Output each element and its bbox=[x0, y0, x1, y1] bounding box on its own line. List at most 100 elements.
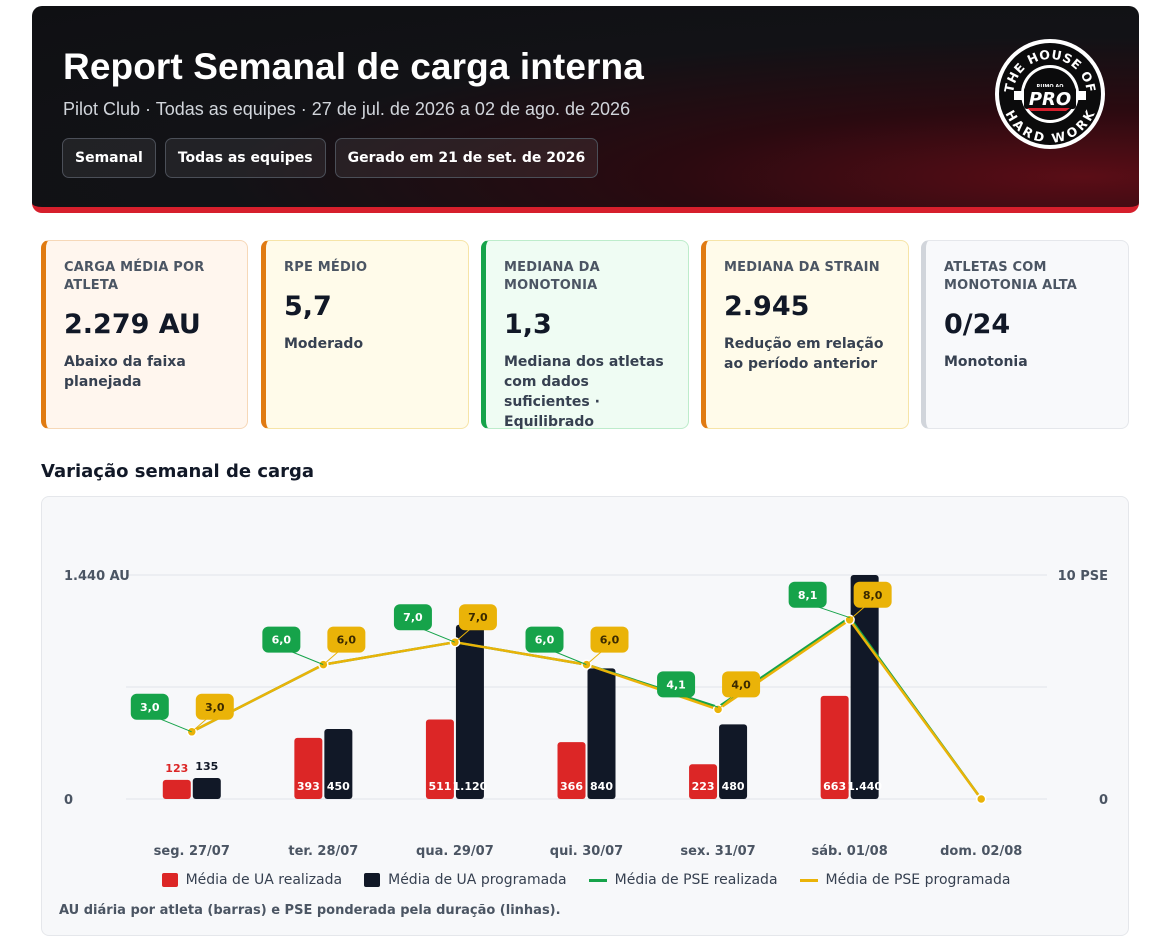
x-tick-label: dom. 02/08 bbox=[940, 844, 1022, 859]
pse-leader-line bbox=[323, 651, 339, 665]
report-header: Report Semanal de carga interna Pilot Cl… bbox=[32, 6, 1139, 213]
x-tick-label: sex. 31/07 bbox=[680, 844, 755, 859]
bar-value-label: 366 bbox=[560, 780, 583, 793]
pse-leader-line bbox=[685, 695, 719, 708]
bar-ua-programada bbox=[719, 724, 748, 799]
pse-realizada-pill bbox=[525, 626, 564, 653]
legend-swatch bbox=[161, 873, 178, 887]
bar-ua-programada bbox=[850, 575, 879, 799]
pse-programada-pill bbox=[327, 626, 366, 653]
pse-programada-label: 8,0 bbox=[863, 589, 883, 602]
kpi-value: 2.279 AU bbox=[64, 309, 201, 340]
bar-value-label: 1.440 bbox=[847, 780, 882, 793]
pse-realizada-pill bbox=[393, 604, 432, 631]
kpi-label: MEDIANA DA STRAIN bbox=[724, 260, 880, 275]
legend-item-pse-realizada[interactable]: Média de PSE realizada bbox=[588, 872, 778, 888]
legend-item-pse-programada[interactable]: Média de PSE programada bbox=[799, 872, 1011, 888]
legend-label: Média de PSE programada bbox=[825, 872, 1011, 888]
kpi-note: Mediana dos atletas com dados suficiente… bbox=[504, 354, 664, 430]
bar-value-label: 663 bbox=[823, 780, 846, 793]
chart-legend: Média de UA realizada Média de UA progra… bbox=[42, 872, 1130, 888]
pse-leader-line bbox=[817, 606, 850, 619]
pse-leader-line bbox=[849, 606, 865, 621]
pse-realizada-pill bbox=[788, 581, 827, 608]
pse-leader-line bbox=[717, 696, 734, 710]
pse-programada-label: 6,0 bbox=[600, 634, 620, 647]
chip-teams[interactable]: Todas as equipes bbox=[164, 138, 326, 178]
bar-ua-realizada bbox=[689, 764, 718, 799]
pse-realizada-pill bbox=[130, 693, 169, 720]
kpi-card-mediana-monotonia: MEDIANA DA MONOTONIA 1,3 Mediana dos atl… bbox=[481, 240, 689, 430]
y-left-tick-label: 1.440 AU bbox=[64, 569, 130, 584]
bar-ua-programada bbox=[192, 778, 221, 799]
legend-label: Média de UA realizada bbox=[185, 872, 343, 888]
kpi-row: CARGA MÉDIA POR ATLETA 2.279 AU Abaixo d… bbox=[41, 240, 1129, 430]
chart-footnote: AU diária por atleta (barras) e PSE pond… bbox=[59, 903, 561, 918]
pse-point-marker bbox=[975, 793, 987, 805]
weekly-load-chart: 1.440 AU 0 10 PSE 0 123 135 393 450 511 1.120 366 8… bbox=[64, 569, 1108, 859]
bar-value-label: 123 bbox=[165, 762, 188, 775]
bar-value-label: 840 bbox=[590, 780, 613, 793]
x-tick-label: qua. 29/07 bbox=[416, 844, 494, 859]
x-tick-label: qui. 30/07 bbox=[550, 844, 623, 859]
pse-programada-pill bbox=[722, 671, 761, 698]
pse-leader-line bbox=[586, 651, 602, 665]
chart-panel: 1.440 AU 0 10 PSE 0 123 135 393 450 511 1.120 366 8… bbox=[41, 496, 1129, 936]
kpi-value: 5,7 bbox=[284, 291, 332, 322]
bar-value-label: 393 bbox=[297, 780, 320, 793]
bar-value-label: 511 bbox=[428, 780, 451, 793]
pse-leader-line bbox=[422, 628, 456, 643]
x-tick-label: ter. 28/07 bbox=[288, 844, 358, 859]
kpi-value: 1,3 bbox=[504, 309, 552, 340]
y-right-tick-label: 0 bbox=[1099, 793, 1108, 808]
bar-ua-programada bbox=[455, 624, 484, 799]
kpi-label: CARGA MÉDIA POR ATLETA bbox=[64, 260, 205, 293]
pse-leader-line bbox=[191, 718, 208, 733]
pse-realizada-label: 6,0 bbox=[535, 634, 555, 647]
legend-item-ua-programada[interactable]: Média de UA programada bbox=[364, 872, 567, 888]
x-tick-label: sáb. 01/08 bbox=[812, 844, 888, 859]
y-right-tick-label: 10 PSE bbox=[1058, 569, 1108, 584]
pse-realizada-label: 7,0 bbox=[403, 611, 423, 624]
pse-programada-label: 3,0 bbox=[205, 701, 225, 714]
kpi-card-carga-media: CARGA MÉDIA POR ATLETA 2.279 AU Abaixo d… bbox=[41, 240, 248, 429]
legend-swatch bbox=[364, 873, 381, 887]
pse-programada-pill bbox=[853, 581, 892, 608]
bar-value-label: 223 bbox=[692, 780, 715, 793]
pse-realizada-pill bbox=[262, 626, 301, 653]
filter-chips: Semanal Todas as equipes Gerado em 21 de… bbox=[62, 138, 599, 178]
pse-leader-line bbox=[159, 718, 192, 733]
y-left-tick-label: 0 bbox=[64, 793, 73, 808]
pse-programada-pill bbox=[590, 626, 629, 653]
kpi-note: Redução em relação ao período anterior bbox=[724, 336, 884, 372]
bar-value-label: 1.120 bbox=[453, 780, 488, 793]
kpi-label: ATLETAS COM MONOTONIA ALTA bbox=[944, 260, 1078, 293]
pse-realizada-label: 4,1 bbox=[666, 678, 686, 691]
bar-ua-realizada bbox=[425, 719, 454, 799]
chip-generated-date: Gerado em 21 de set. de 2026 bbox=[334, 138, 599, 178]
pse-programada-pill bbox=[458, 604, 497, 631]
pse-realizada-pill bbox=[657, 671, 696, 698]
legend-item-ua-realizada[interactable]: Média de UA realizada bbox=[161, 872, 343, 888]
kpi-card-monotonia-alta: ATLETAS COM MONOTONIA ALTA 0/24 Monotoni… bbox=[921, 240, 1129, 429]
kpi-value: 2.945 bbox=[724, 291, 810, 322]
bar-ua-realizada bbox=[294, 737, 323, 799]
pse-programada-label: 4,0 bbox=[731, 678, 751, 691]
chip-period[interactable]: Semanal bbox=[62, 138, 156, 178]
bar-value-label: 450 bbox=[327, 780, 350, 793]
legend-swatch bbox=[799, 878, 818, 882]
pse-leader-line bbox=[291, 651, 324, 666]
legend-label: Média de PSE realizada bbox=[614, 872, 778, 888]
bar-value-label: 135 bbox=[195, 760, 218, 773]
bar-ua-programada bbox=[587, 668, 616, 799]
bar-ua-realizada bbox=[820, 695, 849, 799]
kpi-card-rpe-medio: RPE MÉDIO 5,7 Moderado bbox=[261, 240, 469, 429]
page-subtitle: Pilot Club · Todas as equipes · 27 de ju… bbox=[63, 99, 631, 119]
pse-realizada-label: 6,0 bbox=[272, 634, 292, 647]
legend-swatch bbox=[588, 878, 607, 882]
pse-programada-pill bbox=[195, 693, 234, 720]
kpi-note: Abaixo da faixa planejada bbox=[64, 354, 186, 390]
bar-ua-programada bbox=[324, 729, 353, 799]
pse-leader-line bbox=[454, 628, 471, 643]
x-tick-label: seg. 27/07 bbox=[154, 844, 230, 859]
